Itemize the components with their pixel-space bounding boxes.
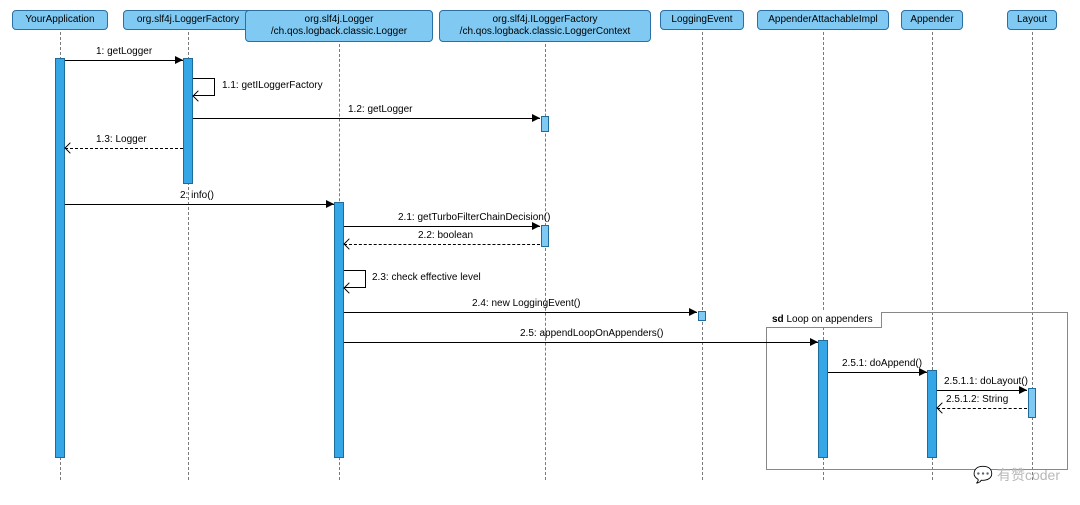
fragment-label: sd Loop on appenders	[766, 312, 882, 328]
watermark-text: 有赞coder	[997, 465, 1060, 485]
watermark: 💬有赞coder	[973, 465, 1060, 485]
activation-app	[55, 58, 65, 458]
activation-aai	[818, 340, 828, 458]
activation-appender	[927, 370, 937, 458]
message-label: 2.5.1: doAppend()	[842, 358, 922, 369]
activation-ilf	[541, 116, 549, 132]
message-label: 2.4: new LoggingEvent()	[472, 298, 580, 309]
message-label: 2.5.1.1: doLayout()	[944, 376, 1028, 387]
message-label: 1.3: Logger	[96, 134, 147, 145]
message-label: 1.1: getILoggerFactory	[222, 80, 323, 91]
lifeline-head-ilf: org.slf4j.ILoggerFactory/ch.qos.logback.…	[439, 10, 651, 42]
message-call	[65, 60, 183, 61]
message-label: 2.2: boolean	[418, 230, 473, 241]
activation-ilf	[541, 225, 549, 247]
wechat-icon: 💬	[973, 465, 993, 485]
message-call	[344, 312, 697, 313]
message-label: 2.3: check effective level	[372, 272, 481, 283]
lifeline-head-aai: AppenderAttachableImpl	[757, 10, 889, 30]
activation-logger	[334, 202, 344, 458]
lifeline-ilf	[545, 44, 546, 480]
message-label: 1.2: getLogger	[348, 104, 413, 115]
lifeline-head-event: LoggingEvent	[660, 10, 744, 30]
lifeline-head-logger: org.slf4j.Logger/ch.qos.logback.classic.…	[245, 10, 433, 42]
message-label: 1: getLogger	[96, 46, 152, 57]
sequence-diagram: YourApplicationorg.slf4j.LoggerFactoryor…	[0, 0, 1080, 505]
lifeline-head-factory: org.slf4j.LoggerFactory	[123, 10, 253, 30]
lifeline-head-app: YourApplication	[12, 10, 108, 30]
message-label: 2.5.1.2: String	[946, 394, 1008, 405]
message-call	[344, 342, 818, 343]
lifeline-head-appender: Appender	[901, 10, 963, 30]
message-return	[65, 148, 183, 149]
message-call	[193, 118, 540, 119]
message-label: 2: info()	[180, 190, 214, 201]
message-label: 2.5: appendLoopOnAppenders()	[520, 328, 663, 339]
message-label: 2.1: getTurboFilterChainDecision()	[398, 212, 550, 223]
message-call	[828, 372, 927, 373]
message-return	[937, 408, 1027, 409]
message-call	[65, 204, 334, 205]
message-return	[344, 244, 540, 245]
activation-event	[698, 311, 706, 321]
activation-layout	[1028, 388, 1036, 418]
lifeline-head-layout: Layout	[1007, 10, 1057, 30]
lifeline-event	[702, 32, 703, 480]
activation-factory	[183, 58, 193, 184]
message-call	[344, 226, 540, 227]
message-call	[937, 390, 1027, 391]
